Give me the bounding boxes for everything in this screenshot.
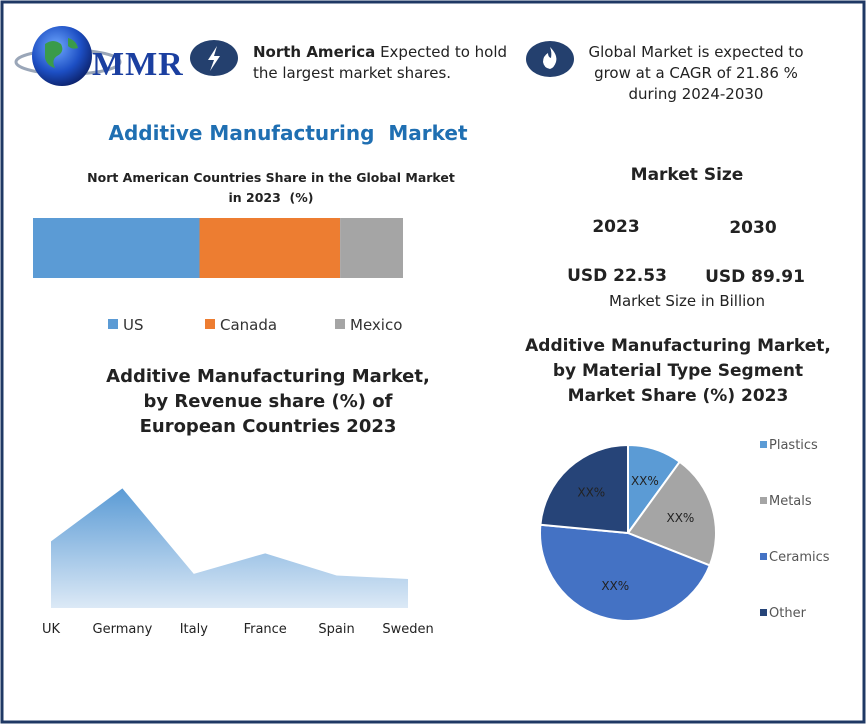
highlight-cagr: Global Market is expected to grow at a C… — [588, 43, 804, 103]
legend-swatch — [760, 609, 767, 616]
pie-chart-title: Additive Manufacturing Market, by Materi… — [525, 336, 831, 406]
x-tick-label: Sweden — [382, 622, 433, 637]
legend-swatch — [108, 319, 118, 329]
flame-icon — [526, 41, 574, 77]
market-year: 2030 — [729, 218, 777, 238]
legend-label: Canada — [220, 316, 277, 334]
bar-chart-title: Nort American Countries Share in the Glo… — [87, 170, 460, 205]
legend-label: Plastics — [769, 438, 818, 453]
x-tick-label: Germany — [93, 622, 153, 637]
legend-swatch — [760, 497, 767, 504]
logo-icon — [14, 26, 122, 86]
legend-label: Mexico — [350, 316, 402, 334]
lightning-icon — [190, 40, 238, 76]
legend-swatch — [760, 553, 767, 560]
pie-slice — [539, 443, 629, 535]
pie-value-label: XX% — [666, 511, 694, 525]
market-value: USD 22.53 — [567, 266, 667, 286]
highlight-bold: North America — [253, 43, 376, 61]
bar-segment — [340, 218, 403, 278]
pie-value-label: XX% — [577, 486, 605, 500]
x-tick-label: UK — [42, 622, 61, 637]
main-title: Additive Manufacturing Market — [108, 121, 468, 145]
legend-label: US — [123, 316, 144, 334]
market-unit: Market Size in Billion — [609, 292, 765, 310]
pie-slice — [539, 523, 712, 622]
legend-swatch — [760, 441, 767, 448]
x-tick-label: Italy — [180, 622, 209, 637]
bar-segment — [33, 218, 200, 278]
market-value: USD 89.91 — [705, 267, 805, 287]
pie-value-label: XX% — [631, 474, 659, 488]
x-tick-label: France — [244, 622, 287, 637]
legend-swatch — [335, 319, 345, 329]
area — [51, 488, 408, 608]
highlight-north-america: North America Expected to hold the large… — [253, 42, 515, 84]
highlight-text: Expected to hold the largest market shar… — [253, 43, 508, 82]
pie-value-label: XX% — [601, 579, 629, 593]
market-year: 2023 — [592, 217, 640, 237]
legend-label: Ceramics — [769, 550, 830, 565]
area-chart-title: Additive Manufacturing Market, by Revenu… — [106, 366, 430, 437]
x-tick-label: Spain — [318, 622, 354, 637]
market-size-title: Market Size — [630, 165, 744, 185]
legend-label: Metals — [769, 494, 812, 509]
bar-segment — [199, 218, 341, 278]
legend-swatch — [205, 319, 215, 329]
legend-label: Other — [769, 606, 807, 621]
pie-slice — [626, 460, 717, 567]
logo-text: MMR — [92, 46, 184, 83]
